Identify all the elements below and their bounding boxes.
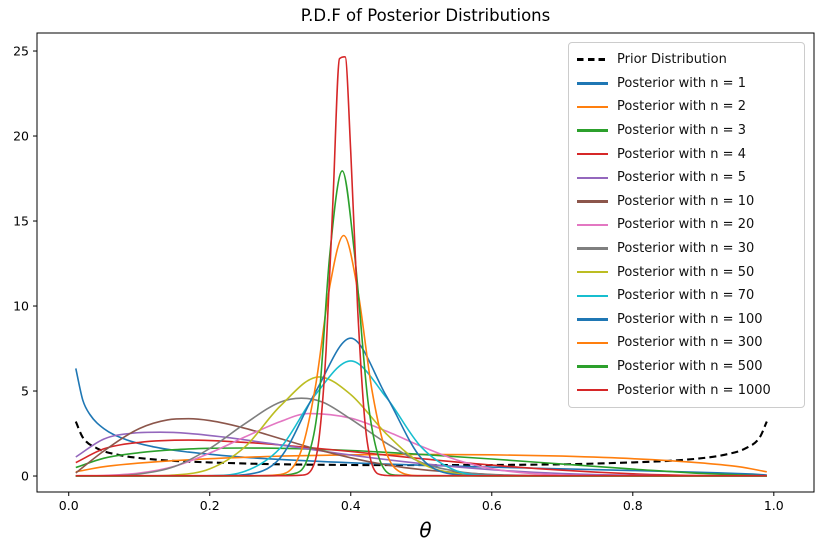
legend-line-sample bbox=[577, 129, 608, 132]
legend-line-sample bbox=[577, 294, 608, 297]
legend-line-sample bbox=[577, 58, 608, 62]
y-tick-label: 5 bbox=[21, 384, 29, 399]
x-axis-label: θ bbox=[419, 518, 432, 542]
legend-label: Posterior with n = 20 bbox=[617, 217, 755, 233]
legend-item: Posterior with n = 50 bbox=[569, 260, 804, 284]
legend-item: Posterior with n = 3 bbox=[569, 119, 804, 143]
legend-label: Posterior with n = 4 bbox=[617, 146, 746, 162]
legend-line-sample bbox=[577, 247, 608, 250]
legend-item: Posterior with n = 1000 bbox=[569, 378, 804, 402]
legend-line-sample bbox=[577, 223, 608, 227]
legend-label: Posterior with n = 5 bbox=[617, 170, 746, 186]
legend-line-sample bbox=[577, 318, 608, 321]
legend-label: Posterior with n = 2 bbox=[617, 99, 746, 115]
legend-item: Posterior with n = 70 bbox=[569, 284, 804, 308]
x-tick-label: 1.0 bbox=[764, 498, 784, 513]
axes-frame bbox=[36, 32, 815, 493]
y-tick-label: 20 bbox=[13, 129, 29, 144]
x-tick-label: 0.6 bbox=[482, 498, 502, 513]
legend-label: Posterior with n = 100 bbox=[617, 311, 763, 327]
series-line-14 bbox=[75, 56, 767, 477]
legend-item: Posterior with n = 5 bbox=[569, 166, 804, 190]
x-tick-label: 0.8 bbox=[623, 498, 643, 513]
legend-label: Posterior with n = 30 bbox=[617, 241, 755, 257]
legend-label: Posterior with n = 10 bbox=[617, 193, 755, 209]
legend-line-sample bbox=[577, 105, 608, 109]
legend-line-sample bbox=[577, 388, 608, 392]
x-tick-label: 0.2 bbox=[200, 498, 220, 513]
legend-item: Posterior with n = 4 bbox=[569, 142, 804, 166]
legend-item: Prior Distribution bbox=[569, 48, 804, 72]
legend-label: Posterior with n = 1 bbox=[617, 75, 746, 91]
legend-line-sample bbox=[577, 270, 608, 274]
legend-item: Posterior with n = 10 bbox=[569, 190, 804, 214]
chart-title: P.D.F of Posterior Distributions bbox=[300, 6, 551, 25]
legend-item: Posterior with n = 2 bbox=[569, 95, 804, 119]
legend-label: Posterior with n = 3 bbox=[617, 123, 746, 139]
legend-item: Posterior with n = 30 bbox=[569, 237, 804, 261]
legend-label: Posterior with n = 500 bbox=[617, 359, 763, 375]
y-tick-label: 0 bbox=[21, 469, 29, 484]
legend-label: Posterior with n = 50 bbox=[617, 264, 755, 280]
series-line-4 bbox=[75, 439, 767, 477]
legend-label: Posterior with n = 300 bbox=[617, 335, 763, 351]
legend-label: Posterior with n = 70 bbox=[617, 288, 755, 304]
legend-item: Posterior with n = 100 bbox=[569, 308, 804, 332]
legend-line-sample bbox=[577, 341, 608, 345]
legend-line-sample bbox=[577, 82, 608, 85]
legend-item: Posterior with n = 300 bbox=[569, 331, 804, 355]
legend-line-sample bbox=[577, 365, 608, 368]
legend-label: Posterior with n = 1000 bbox=[617, 382, 771, 398]
legend-line-sample bbox=[577, 200, 608, 203]
y-tick-label: 10 bbox=[13, 299, 29, 314]
series-line-7 bbox=[75, 412, 767, 477]
legend-label: Prior Distribution bbox=[617, 52, 727, 68]
y-tick-label: 15 bbox=[13, 214, 29, 229]
legend-line-sample bbox=[577, 176, 608, 179]
y-tick-label: 25 bbox=[13, 44, 29, 59]
legend-item: Posterior with n = 20 bbox=[569, 213, 804, 237]
legend: Prior Distribution Posterior with n = 1 Po… bbox=[568, 42, 805, 408]
legend-item: Posterior with n = 1 bbox=[569, 72, 804, 96]
legend-item: Posterior with n = 500 bbox=[569, 355, 804, 379]
x-tick-label: 0.0 bbox=[59, 498, 79, 513]
x-tick-label: 0.4 bbox=[341, 498, 361, 513]
legend-line-sample bbox=[577, 152, 608, 156]
